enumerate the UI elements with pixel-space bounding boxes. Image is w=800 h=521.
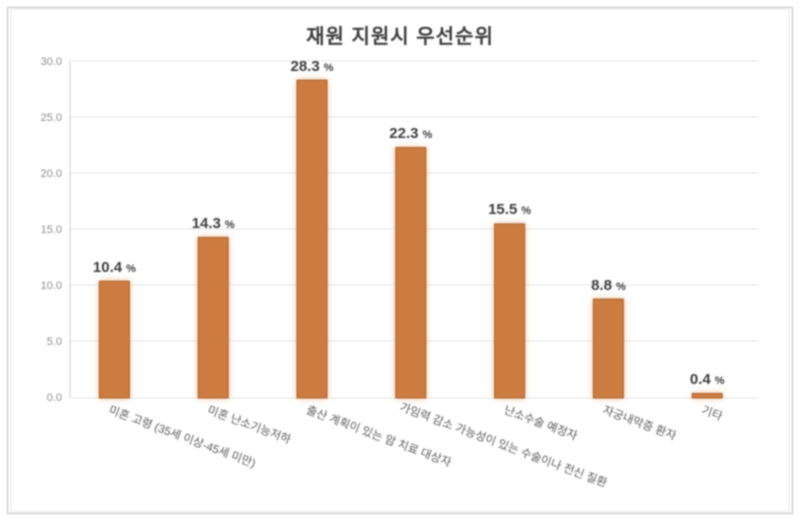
svg-text:15.0: 15.0 [41, 224, 62, 236]
svg-text:30.0: 30.0 [41, 56, 62, 68]
svg-text:10.0: 10.0 [41, 280, 62, 292]
svg-text:0.0: 0.0 [47, 392, 62, 404]
svg-text:난소수술 예정자: 난소수술 예정자 [502, 404, 579, 443]
svg-text:10.4%: 10.4% [93, 259, 136, 276]
svg-text:14.3%: 14.3% [192, 215, 235, 232]
svg-text:0.4%: 0.4% [690, 371, 725, 388]
svg-text:25.0: 25.0 [41, 112, 62, 124]
svg-text:20.0: 20.0 [41, 168, 62, 180]
svg-text:미혼 난소기능저하: 미혼 난소기능저하 [206, 403, 294, 447]
svg-text:15.5%: 15.5% [488, 201, 531, 218]
svg-text:22.3%: 22.3% [389, 125, 432, 142]
svg-text:5.0: 5.0 [47, 336, 62, 348]
svg-text:8.8%: 8.8% [591, 277, 626, 294]
svg-text:기타: 기타 [700, 404, 725, 424]
svg-text:자궁내막증 환자: 자궁내막증 환자 [601, 404, 678, 443]
